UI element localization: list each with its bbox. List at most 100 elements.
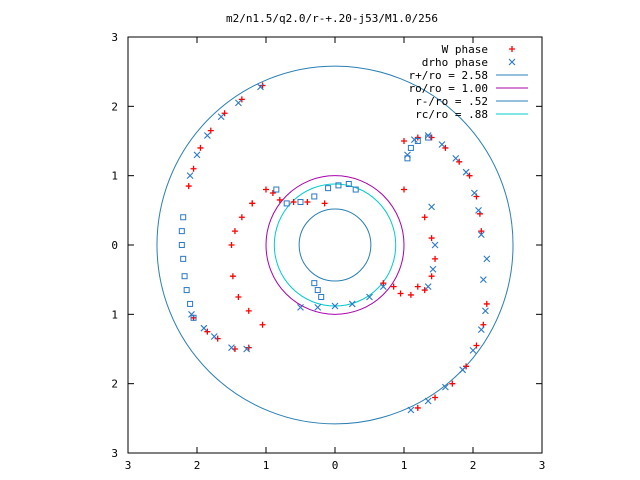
square-point — [178, 228, 185, 235]
square-point — [407, 144, 414, 151]
square-point — [283, 200, 290, 207]
w-phase-point — [432, 255, 439, 262]
square-point — [187, 300, 194, 307]
x-tick-label: 1 — [401, 459, 408, 472]
drho-phase-point — [470, 189, 478, 197]
drho-phase-point — [459, 366, 467, 374]
drho-phase-point — [508, 58, 516, 66]
w-phase-point — [456, 158, 463, 165]
square-point — [297, 199, 304, 206]
legend-label: r+/ro = 2.58 — [409, 69, 488, 82]
square-point — [183, 287, 190, 294]
x-tick-label: 3 — [125, 459, 132, 472]
drho-phase-point — [479, 276, 487, 284]
w-phase-point — [321, 200, 328, 207]
drho-phase-point — [477, 231, 485, 238]
drho-phase-point — [228, 344, 235, 352]
drho-phase-point — [442, 383, 449, 391]
drho-phase-point — [331, 302, 339, 310]
radius-circle — [156, 65, 514, 425]
drho-phase-point — [188, 310, 195, 318]
w-phase-point — [397, 290, 404, 297]
legend-label: rc/ro = .88 — [415, 108, 488, 121]
square-point — [318, 294, 325, 300]
drho-phase-point — [452, 154, 460, 162]
square-point — [352, 186, 359, 193]
w-phase-point — [428, 235, 435, 242]
w-phase-point — [390, 283, 397, 290]
drho-phase-point — [200, 324, 208, 332]
y-tick-label: 1 — [111, 170, 118, 183]
w-phase-point — [207, 127, 214, 134]
drho-phase-point — [210, 333, 218, 340]
w-phase-point — [449, 380, 456, 387]
w-phase-point — [414, 404, 421, 411]
drho-phase-point — [297, 304, 304, 311]
w-phase-point — [401, 138, 407, 144]
square-point — [325, 185, 332, 192]
drho-phase-point — [469, 346, 477, 354]
drho-phase-point — [428, 203, 435, 211]
drho-phase-point — [410, 136, 418, 144]
legend-label: W phase — [442, 43, 488, 56]
drho-phase-point — [438, 141, 446, 148]
square-point — [335, 182, 342, 189]
w-phase-point — [185, 183, 192, 190]
w-phase-point — [259, 321, 266, 328]
drho-phase-point — [193, 151, 201, 159]
square-point — [345, 180, 352, 187]
w-phase-point — [304, 199, 311, 206]
w-phase-point — [428, 273, 435, 280]
drho-phase-point — [243, 345, 251, 353]
w-phase-point — [290, 199, 297, 206]
w-phase-point — [235, 294, 242, 300]
w-phase-point — [249, 200, 256, 207]
drho-phase-point — [475, 206, 482, 214]
w-phase-point — [238, 214, 245, 221]
square-point — [180, 255, 187, 262]
scatter-points — [178, 82, 491, 414]
w-phase-point — [401, 186, 407, 193]
w-phase-point — [238, 96, 245, 103]
drho-phase-point — [366, 293, 373, 301]
w-phase-point — [204, 328, 211, 335]
y-tick-label: 2 — [111, 378, 118, 391]
drho-phase-point — [203, 132, 211, 139]
w-phase-point — [269, 190, 276, 196]
drho-phase-point — [429, 265, 437, 273]
w-phase-point — [263, 186, 269, 193]
w-phase-point — [228, 242, 235, 248]
w-phase-point — [407, 291, 414, 298]
square-point — [178, 242, 185, 248]
drho-phase-point — [483, 255, 491, 263]
w-phase-point — [463, 363, 470, 370]
drho-phase-point — [348, 300, 356, 308]
w-phase-point — [276, 196, 283, 203]
square-point — [181, 273, 188, 280]
square-point — [311, 193, 318, 200]
w-phase-point — [478, 228, 485, 235]
chart-title: m2/n1.5/q2.0/r-+.20-j53/M1.0/256 — [226, 12, 438, 25]
y-tick-label: 3 — [111, 31, 118, 44]
radius-circle — [298, 208, 372, 282]
x-tick-label: 2 — [194, 459, 201, 472]
drho-phase-point — [379, 283, 387, 290]
w-phase-point — [466, 172, 473, 179]
drho-phase-point — [235, 99, 242, 107]
square-point — [404, 155, 411, 162]
w-phase-point — [245, 307, 252, 314]
w-phase-point — [483, 300, 490, 307]
y-tick-label: 0 — [111, 239, 118, 252]
x-tick-label: 0 — [332, 459, 339, 472]
w-phase-point — [432, 394, 439, 401]
drho-phase-point — [431, 241, 439, 249]
w-phase-point — [473, 342, 480, 349]
w-phase-point — [229, 273, 236, 280]
w-phase-point — [421, 287, 428, 294]
drho-phase-point — [462, 168, 470, 176]
drho-phase-point — [186, 172, 194, 180]
x-tick-label: 2 — [470, 459, 477, 472]
